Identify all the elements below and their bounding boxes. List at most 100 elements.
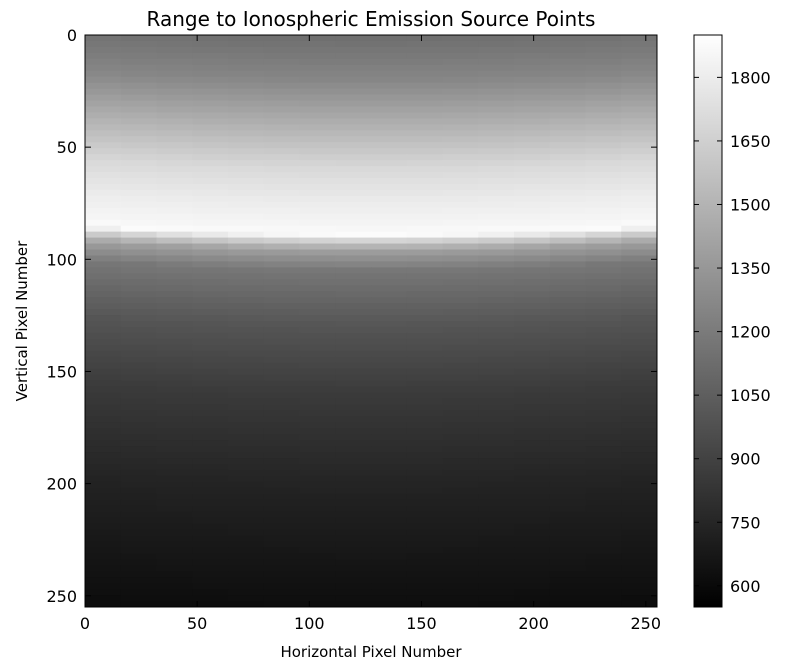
- heatmap-cell: [442, 493, 479, 501]
- heatmap-cell: [514, 148, 551, 155]
- heatmap-cell: [549, 410, 587, 417]
- heatmap-cell: [120, 94, 158, 102]
- heatmap-cell: [549, 332, 587, 340]
- heatmap-cell: [299, 332, 336, 340]
- heatmap-cell: [549, 82, 587, 90]
- heatmap-cell: [514, 88, 551, 96]
- heatmap-cell: [549, 464, 587, 471]
- heatmap-cell: [192, 58, 229, 66]
- heatmap-cell: [478, 297, 515, 304]
- heatmap-cell: [228, 469, 265, 477]
- heatmap-cell: [442, 195, 479, 203]
- heatmap-cell: [263, 52, 301, 60]
- heatmap-cell: [549, 321, 587, 328]
- heatmap-cell: [299, 321, 336, 328]
- heatmap-cell: [442, 82, 479, 90]
- heatmap-cell: [442, 511, 479, 519]
- heatmap-cell: [299, 547, 336, 554]
- heatmap-cell: [371, 237, 408, 245]
- heatmap-cell: [335, 52, 372, 60]
- heatmap-cell: [621, 118, 657, 125]
- heatmap-cell: [156, 380, 193, 388]
- heatmap-cell: [585, 100, 622, 108]
- heatmap-cell: [478, 243, 515, 251]
- heatmap-cell: [85, 446, 122, 453]
- heatmap-cell: [299, 410, 336, 417]
- heatmap-cell: [442, 505, 479, 513]
- heatmap-cell: [585, 106, 622, 114]
- heatmap-cell: [192, 207, 229, 215]
- heatmap-cell: [263, 487, 301, 495]
- heatmap-cell: [156, 100, 193, 108]
- heatmap-cell: [406, 261, 444, 268]
- heatmap-cell: [514, 106, 551, 114]
- heatmap-cell: [585, 35, 622, 42]
- heatmap-cell: [371, 154, 408, 161]
- heatmap-cell: [228, 231, 265, 239]
- heatmap-cell: [299, 499, 336, 507]
- heatmap-cell: [299, 583, 336, 590]
- heatmap-cell: [406, 303, 444, 310]
- heatmap-cell: [120, 547, 158, 554]
- heatmap-cell: [228, 118, 265, 125]
- heatmap-cell: [335, 225, 372, 233]
- heatmap-cell: [514, 523, 551, 531]
- heatmap-cell: [263, 225, 301, 233]
- heatmap-cell: [478, 422, 515, 429]
- heatmap-cell: [371, 380, 408, 388]
- heatmap-cell: [85, 297, 122, 304]
- heatmap-cell: [514, 130, 551, 137]
- heatmap-cell: [299, 386, 336, 394]
- heatmap-cell: [478, 58, 515, 66]
- heatmap-cell: [514, 183, 551, 191]
- heatmap-cell: [442, 136, 479, 143]
- heatmap-cell: [299, 70, 336, 78]
- heatmap-cell: [478, 571, 515, 578]
- heatmap-cell: [156, 481, 193, 489]
- heatmap-cell: [478, 446, 515, 453]
- heatmap-cell: [371, 100, 408, 108]
- heatmap-cell: [442, 350, 479, 358]
- heatmap-cell: [406, 267, 444, 274]
- heatmap-cell: [299, 368, 336, 376]
- heatmap-cell: [299, 82, 336, 90]
- heatmap-cell: [228, 309, 265, 316]
- heatmap-cell: [120, 273, 158, 280]
- heatmap-cell: [335, 511, 372, 519]
- heatmap-cell: [514, 553, 551, 560]
- heatmap-cell: [192, 440, 229, 447]
- heatmap-cell: [442, 189, 479, 197]
- heatmap-cell: [621, 106, 657, 114]
- heatmap-cell: [371, 350, 408, 358]
- heatmap-cell: [406, 291, 444, 298]
- heatmap-cell: [263, 565, 301, 572]
- heatmap-cell: [299, 338, 336, 346]
- heatmap-cell: [85, 321, 122, 328]
- heatmap-cell: [299, 362, 336, 370]
- heatmap-cell: [549, 106, 587, 114]
- heatmap-cell: [192, 475, 229, 483]
- heatmap-cell: [514, 231, 551, 239]
- heatmap-cell: [299, 255, 336, 263]
- heatmap-cell: [85, 493, 122, 501]
- heatmap-cell: [442, 261, 479, 268]
- heatmap-cell: [585, 309, 622, 316]
- heatmap-cell: [120, 338, 158, 346]
- heatmap-cell: [335, 291, 372, 298]
- heatmap-cell: [335, 577, 372, 584]
- heatmap-cell: [549, 565, 587, 572]
- heatmap-cell: [156, 219, 193, 227]
- heatmap-cell: [585, 183, 622, 191]
- heatmap-cell: [120, 303, 158, 310]
- heatmap-cell: [156, 362, 193, 370]
- heatmap-cell: [371, 321, 408, 328]
- heatmap-cell: [371, 285, 408, 292]
- heatmap-cell: [406, 398, 444, 406]
- heatmap-cell: [120, 142, 158, 149]
- heatmap-cell: [406, 243, 444, 251]
- heatmap-cell: [442, 374, 479, 382]
- heatmap-cell: [514, 350, 551, 358]
- heatmap-cell: [585, 469, 622, 477]
- heatmap-cell: [478, 279, 515, 286]
- heatmap-cell: [335, 112, 372, 120]
